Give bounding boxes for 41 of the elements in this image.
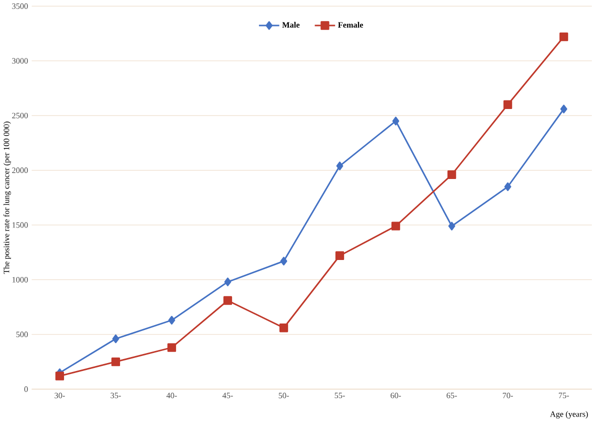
y-tick-label: 0 bbox=[24, 386, 28, 392]
point bbox=[167, 343, 176, 352]
point bbox=[168, 316, 176, 325]
point bbox=[279, 324, 288, 332]
point bbox=[224, 278, 232, 286]
point bbox=[112, 334, 120, 344]
x-tick-label: 55- bbox=[334, 392, 345, 398]
point bbox=[560, 104, 568, 114]
x-tick-label: 35- bbox=[110, 392, 121, 398]
x-tick-label: 45- bbox=[222, 392, 233, 398]
x-tick-label: 60- bbox=[390, 392, 401, 398]
x-axis-title: Age (years) bbox=[550, 411, 588, 419]
y-tick-label: 2500 bbox=[12, 112, 28, 118]
point bbox=[223, 296, 232, 305]
point bbox=[448, 222, 456, 230]
point bbox=[55, 372, 64, 380]
point bbox=[391, 222, 400, 230]
point bbox=[111, 357, 120, 366]
x-tick-label: 40- bbox=[166, 392, 177, 398]
point bbox=[392, 116, 400, 126]
x-tick-label: 50- bbox=[278, 392, 289, 398]
point bbox=[447, 170, 456, 180]
legend-label: Male bbox=[282, 22, 300, 28]
x-tick-label: 70- bbox=[502, 392, 513, 398]
x-tick-label: 65- bbox=[446, 392, 457, 398]
x-tick-label: 75- bbox=[558, 392, 569, 398]
y-tick-label: 3500 bbox=[12, 3, 28, 9]
point bbox=[504, 182, 512, 192]
x-tick-label: 30- bbox=[54, 392, 65, 398]
point bbox=[280, 256, 288, 266]
legend-label: Female bbox=[338, 22, 364, 28]
y-tick-label: 500 bbox=[16, 332, 28, 338]
point bbox=[559, 32, 568, 42]
y-tick-label: 2000 bbox=[12, 168, 28, 174]
point bbox=[503, 100, 512, 109]
y-tick-label: 3000 bbox=[12, 58, 28, 64]
point bbox=[336, 162, 344, 170]
point bbox=[335, 251, 344, 260]
y-tick-label: 1000 bbox=[12, 277, 28, 282]
y-axis-title: The positive rate for lung cancer (per 100 000) bbox=[3, 122, 11, 274]
y-tick-label: 1500 bbox=[12, 222, 28, 228]
